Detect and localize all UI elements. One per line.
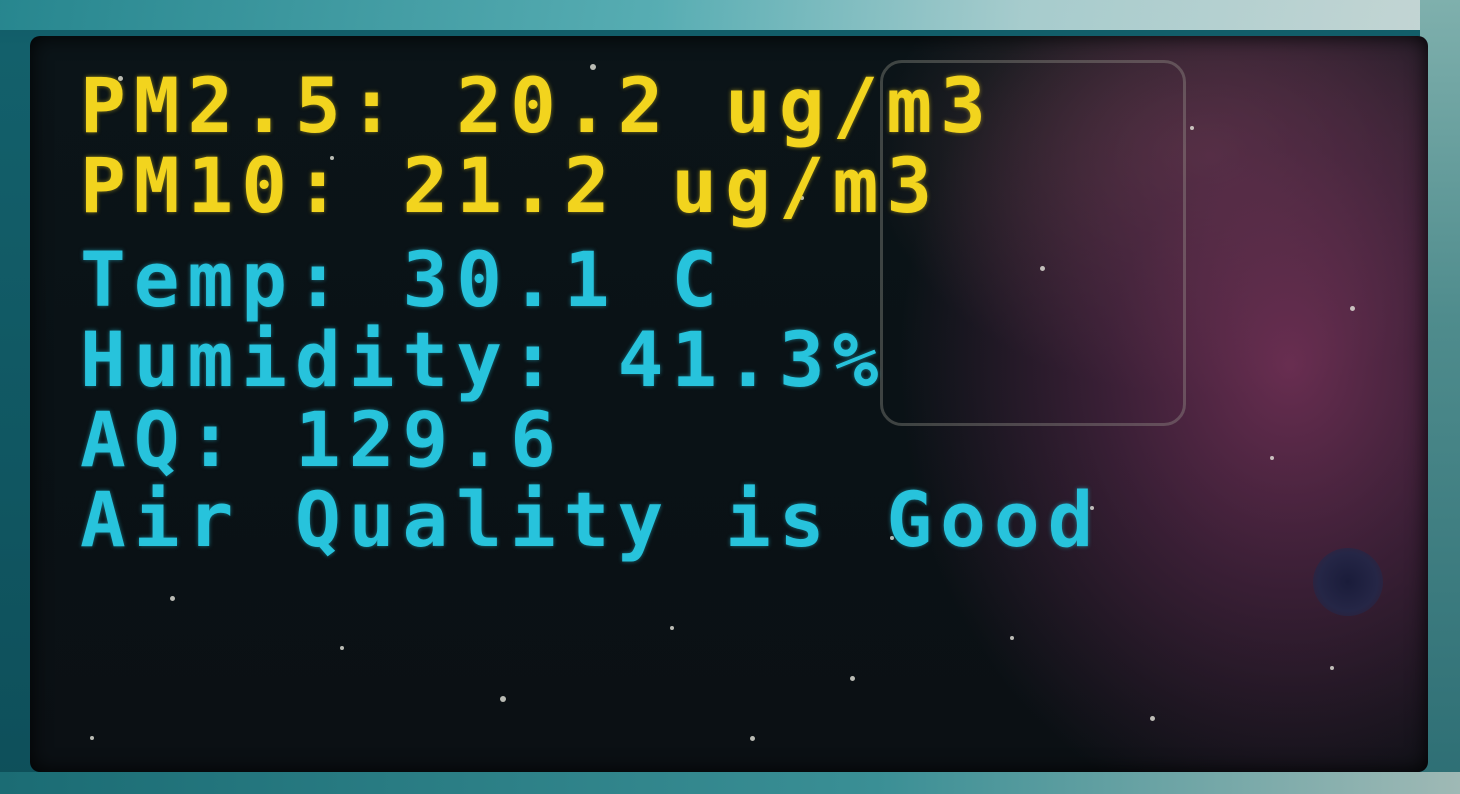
pm25-value: 20.2 xyxy=(456,61,672,150)
air-quality-status: Air Quality is Good xyxy=(80,475,1102,564)
pm25-label: PM2.5: xyxy=(80,61,403,150)
pm10-unit: ug/m3 xyxy=(671,141,941,230)
pm25-unit: ug/m3 xyxy=(725,61,994,150)
dust-speck xyxy=(800,196,804,200)
temp-label: Temp: xyxy=(80,235,349,324)
dust-speck xyxy=(750,736,755,741)
oled-screen: PM2.5: 20.2 ug/m3 PM10: 21.2 ug/m3 Temp:… xyxy=(30,36,1428,772)
humidity-label: Humidity: xyxy=(80,315,564,404)
readout-text-block: PM2.5: 20.2 ug/m3 PM10: 21.2 ug/m3 Temp:… xyxy=(80,68,1101,562)
temp-unit: C xyxy=(671,235,726,324)
dust-speck xyxy=(890,536,894,540)
aq-label: AQ: xyxy=(80,395,242,484)
pm25-line: PM2.5: 20.2 ug/m3 xyxy=(80,68,1101,148)
pm10-label: PM10: xyxy=(80,141,349,230)
dust-speck xyxy=(170,596,175,601)
dust-speck xyxy=(1270,456,1274,460)
dust-speck xyxy=(340,646,344,650)
dust-speck xyxy=(90,736,94,740)
humidity-value: 41.3% xyxy=(617,315,887,404)
dust-speck xyxy=(590,64,596,70)
dust-speck xyxy=(500,696,506,702)
aq-line: AQ: 129.6 xyxy=(80,402,1101,482)
dust-speck xyxy=(850,676,855,681)
aq-value: 129.6 xyxy=(295,395,564,484)
dust-speck xyxy=(118,76,123,81)
dust-speck xyxy=(670,626,674,630)
dust-speck xyxy=(1150,716,1155,721)
dust-speck xyxy=(1190,126,1194,130)
dust-speck xyxy=(1040,266,1045,271)
temp-value: 30.1 xyxy=(402,235,618,324)
dust-speck xyxy=(1010,636,1014,640)
pm10-line: PM10: 21.2 ug/m3 xyxy=(80,148,1101,228)
temp-line: Temp: 30.1 C xyxy=(80,242,1101,322)
dust-speck xyxy=(1330,666,1334,670)
screen-blemish xyxy=(1313,548,1383,616)
dust-speck xyxy=(1090,506,1094,510)
bezel-bottom xyxy=(0,772,1460,794)
pm10-value: 21.2 xyxy=(402,141,618,230)
humidity-line: Humidity: 41.3% xyxy=(80,322,1101,402)
dust-speck xyxy=(1350,306,1355,311)
dust-speck xyxy=(330,156,334,160)
bezel-top xyxy=(0,0,1460,30)
